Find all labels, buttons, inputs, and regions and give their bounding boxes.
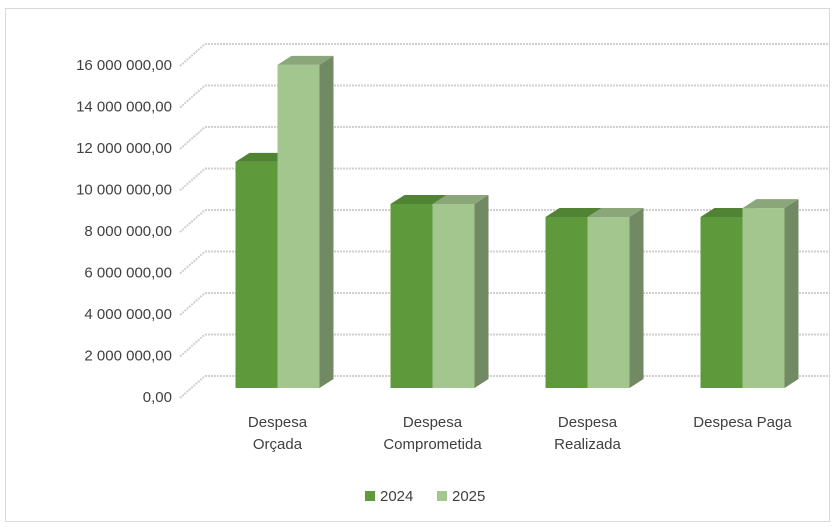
bar [277,64,320,389]
bar [742,208,785,388]
y-tick-label: 0,00 [143,389,172,406]
bar-side [629,208,644,388]
bar [390,203,433,388]
bar-top [432,194,489,204]
bar-top [390,194,447,204]
y-tick-label: 10 000 000,00 [76,181,172,198]
y-tick-label: 2 000 000,00 [84,347,172,364]
y-tick-label: 8 000 000,00 [84,223,172,240]
x-tick-label: Despesa Realizada [554,414,621,453]
grid-line-depth [179,167,206,192]
bar-side [474,194,489,388]
bar-top [742,199,799,209]
x-tick-label: Despesa Paga [693,414,792,431]
grid-line-depth [179,333,206,358]
y-tick-label: 12 000 000,00 [76,140,172,157]
bar-side [784,199,799,388]
grid-line-depth [179,126,206,150]
y-tick-label: 4 000 000,00 [84,306,172,323]
bar [700,217,743,388]
y-tick-label: 6 000 000,00 [84,264,172,281]
bar [545,217,588,388]
grid-line-depth [179,250,206,275]
grid-line-depth [179,375,206,399]
grid-line-depth [179,43,206,67]
bar-top [277,55,334,65]
bar-top [587,208,644,218]
legend-label: 2025 [452,488,485,505]
bar-top [545,208,602,218]
bar [235,161,278,388]
bar [587,217,630,388]
x-tick-label: Despesa Comprometida [383,414,482,453]
legend-swatch [365,491,375,501]
y-tick-label: 14 000 000,00 [76,98,172,115]
bar-side [319,55,334,389]
y-tick-label: 16 000 000,00 [76,57,172,74]
grid-line-depth [179,209,206,233]
x-tick-label: Despesa Orçada [247,414,308,453]
grid-line-depth [179,84,206,109]
bar [432,203,475,388]
legend-swatch [437,491,447,501]
grid-line-depth [179,292,206,316]
legend-label: 2024 [380,488,413,505]
